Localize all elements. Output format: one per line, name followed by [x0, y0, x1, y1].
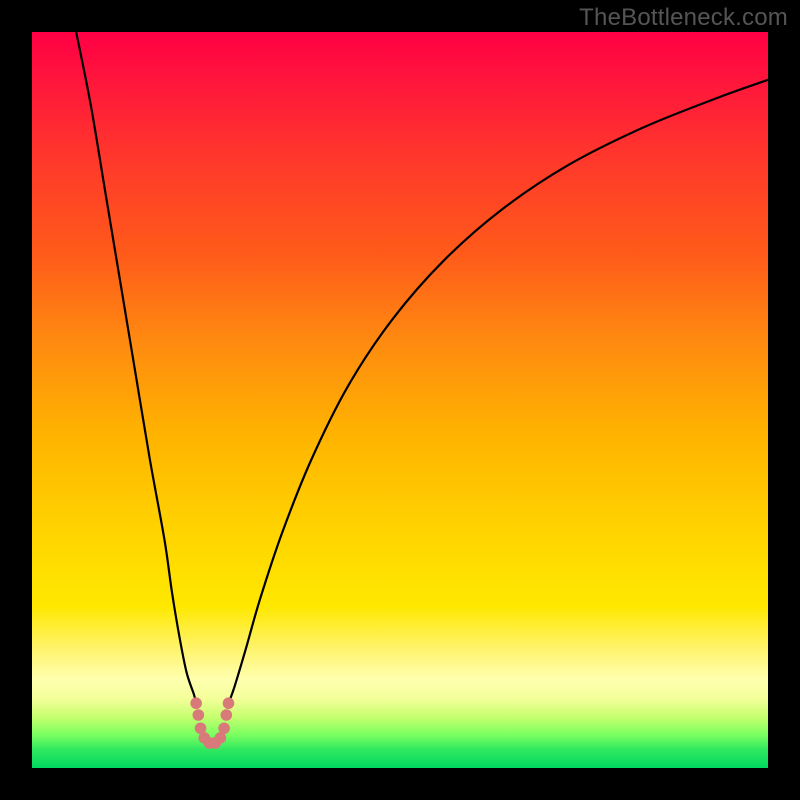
dip-marker-dot — [223, 697, 235, 709]
plot-area — [32, 32, 768, 768]
chart-root: TheBottleneck.com — [0, 0, 800, 800]
dip-marker-dot — [190, 697, 202, 709]
dip-marker-dot — [193, 709, 205, 721]
watermark-label: TheBottleneck.com — [579, 4, 788, 32]
chart-svg — [32, 32, 768, 768]
gradient-background — [32, 32, 768, 768]
dip-marker-dot — [221, 709, 233, 721]
dip-marker-dot — [218, 722, 230, 734]
